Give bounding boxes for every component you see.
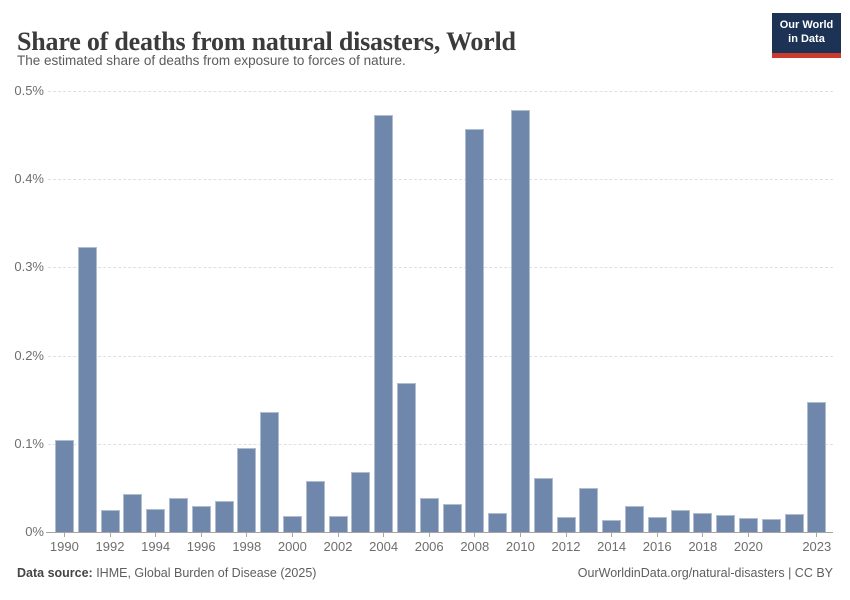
bar-2006[interactable] bbox=[419, 498, 439, 532]
license-link[interactable]: CC BY bbox=[794, 566, 833, 580]
bar-1994[interactable] bbox=[146, 509, 166, 532]
gridline-0.2% bbox=[48, 355, 833, 357]
owid-logo: Our World in Data bbox=[772, 13, 841, 58]
bar-2019[interactable] bbox=[716, 515, 736, 532]
x-axis-label-2012: 2012 bbox=[551, 539, 581, 554]
bar-1992[interactable] bbox=[100, 509, 120, 532]
bar-2010[interactable] bbox=[510, 109, 530, 532]
x-axis-line bbox=[46, 532, 833, 533]
x-tick-1992 bbox=[109, 533, 111, 537]
attribution: OurWorldinData.org/natural-disasters | C… bbox=[578, 566, 833, 580]
x-axis-label-2008: 2008 bbox=[460, 539, 490, 554]
y-axis-label-0.3%: 0.3% bbox=[14, 259, 44, 275]
bar-1999[interactable] bbox=[260, 412, 280, 532]
x-axis-label-1990: 1990 bbox=[49, 539, 79, 554]
separator: | bbox=[784, 566, 795, 580]
x-tick-2023 bbox=[816, 533, 818, 537]
x-tick-2000 bbox=[291, 533, 293, 537]
bar-1995[interactable] bbox=[168, 498, 188, 532]
gridline-0.1% bbox=[48, 443, 833, 445]
x-axis-label-2002: 2002 bbox=[323, 539, 353, 554]
x-tick-2010 bbox=[519, 533, 521, 537]
bar-1990[interactable] bbox=[54, 440, 74, 532]
bar-2020[interactable] bbox=[738, 517, 758, 532]
bar-2003[interactable] bbox=[351, 472, 371, 532]
bar-2008[interactable] bbox=[465, 128, 485, 532]
x-axis-label-2006: 2006 bbox=[414, 539, 444, 554]
bar-2012[interactable] bbox=[556, 517, 576, 532]
bar-2021[interactable] bbox=[761, 518, 781, 532]
x-axis-label-1996: 1996 bbox=[186, 539, 216, 554]
owid-link[interactable]: OurWorldinData.org/natural-disasters bbox=[577, 566, 785, 580]
chart-subtitle: The estimated share of deaths from expos… bbox=[17, 53, 406, 68]
gridline-0.5% bbox=[48, 91, 833, 92]
bar-chart: 0% 0.1% 0.2% 0.3% 0.4% 0.5% 1990 1992 1994 1996 19… bbox=[14, 83, 833, 554]
bar-1997[interactable] bbox=[214, 501, 234, 532]
x-tick-2012 bbox=[565, 533, 567, 537]
gridline-0.4% bbox=[48, 179, 833, 181]
bar-2013[interactable] bbox=[579, 487, 599, 532]
x-tick-2018 bbox=[702, 533, 704, 537]
bar-2005[interactable] bbox=[396, 382, 416, 532]
bar-2000[interactable] bbox=[282, 516, 302, 532]
bar-2017[interactable] bbox=[670, 509, 690, 532]
data-source-value: IHME, Global Burden of Disease (2025) bbox=[92, 566, 317, 580]
x-axis-label-2020: 2020 bbox=[733, 539, 763, 554]
bar-2011[interactable] bbox=[533, 478, 553, 532]
x-axis-label-2018: 2018 bbox=[688, 539, 718, 554]
data-source-label: Data source: bbox=[17, 566, 93, 580]
x-axis-label-2023: 2023 bbox=[802, 539, 832, 554]
owid-logo-text: Our World in Data bbox=[772, 13, 841, 53]
bar-2016[interactable] bbox=[647, 517, 667, 532]
bar-2023[interactable] bbox=[807, 402, 827, 532]
x-axis-label-2014: 2014 bbox=[597, 539, 627, 554]
x-axis-label-2000: 2000 bbox=[277, 539, 307, 554]
y-axis-label-0.1%: 0.1% bbox=[14, 435, 44, 451]
x-tick-2006 bbox=[428, 533, 430, 537]
x-tick-1994 bbox=[155, 533, 157, 537]
bar-2004[interactable] bbox=[374, 114, 394, 532]
bar-2009[interactable] bbox=[488, 513, 508, 532]
x-tick-1996 bbox=[200, 533, 202, 537]
x-tick-2004 bbox=[383, 533, 385, 537]
x-axis-label-1992: 1992 bbox=[95, 539, 125, 554]
data-source: Data source: IHME, Global Burden of Dise… bbox=[17, 566, 316, 580]
x-axis-label-1994: 1994 bbox=[141, 539, 171, 554]
chart-footer: Data source: IHME, Global Burden of Dise… bbox=[17, 566, 833, 580]
y-axis-label-0.2%: 0.2% bbox=[14, 347, 44, 363]
gridline-0.3% bbox=[48, 267, 833, 269]
bar-2007[interactable] bbox=[442, 503, 462, 532]
x-tick-1990 bbox=[63, 533, 65, 537]
y-axis-label-0.4%: 0.4% bbox=[14, 171, 44, 187]
bar-1993[interactable] bbox=[123, 494, 143, 532]
page-title: Share of deaths from natural disasters, … bbox=[17, 27, 516, 57]
bar-1998[interactable] bbox=[237, 448, 257, 532]
bar-2022[interactable] bbox=[784, 514, 804, 532]
x-tick-2002 bbox=[337, 533, 339, 537]
x-tick-2008 bbox=[474, 533, 476, 537]
bar-2018[interactable] bbox=[693, 512, 713, 532]
x-axis-label-2004: 2004 bbox=[369, 539, 399, 554]
bar-1996[interactable] bbox=[191, 505, 211, 532]
owid-logo-red-strip bbox=[772, 53, 841, 58]
x-tick-2016 bbox=[656, 533, 658, 537]
x-tick-1998 bbox=[246, 533, 248, 537]
bar-1991[interactable] bbox=[77, 247, 97, 532]
bar-2014[interactable] bbox=[602, 519, 622, 532]
x-axis-label-2010: 2010 bbox=[505, 539, 535, 554]
y-axis-label-0%: 0% bbox=[25, 524, 44, 539]
x-axis-label-1998: 1998 bbox=[232, 539, 262, 554]
x-tick-2014 bbox=[611, 533, 613, 537]
x-axis-label-2016: 2016 bbox=[642, 539, 672, 554]
x-tick-2020 bbox=[747, 533, 749, 537]
bar-2015[interactable] bbox=[624, 506, 644, 532]
y-axis-label-0.5%: 0.5% bbox=[14, 83, 44, 98]
bar-2001[interactable] bbox=[305, 480, 325, 532]
bar-2002[interactable] bbox=[328, 516, 348, 532]
